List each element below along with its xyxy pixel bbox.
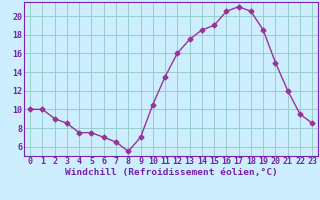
X-axis label: Windchill (Refroidissement éolien,°C): Windchill (Refroidissement éolien,°C) [65,168,277,177]
